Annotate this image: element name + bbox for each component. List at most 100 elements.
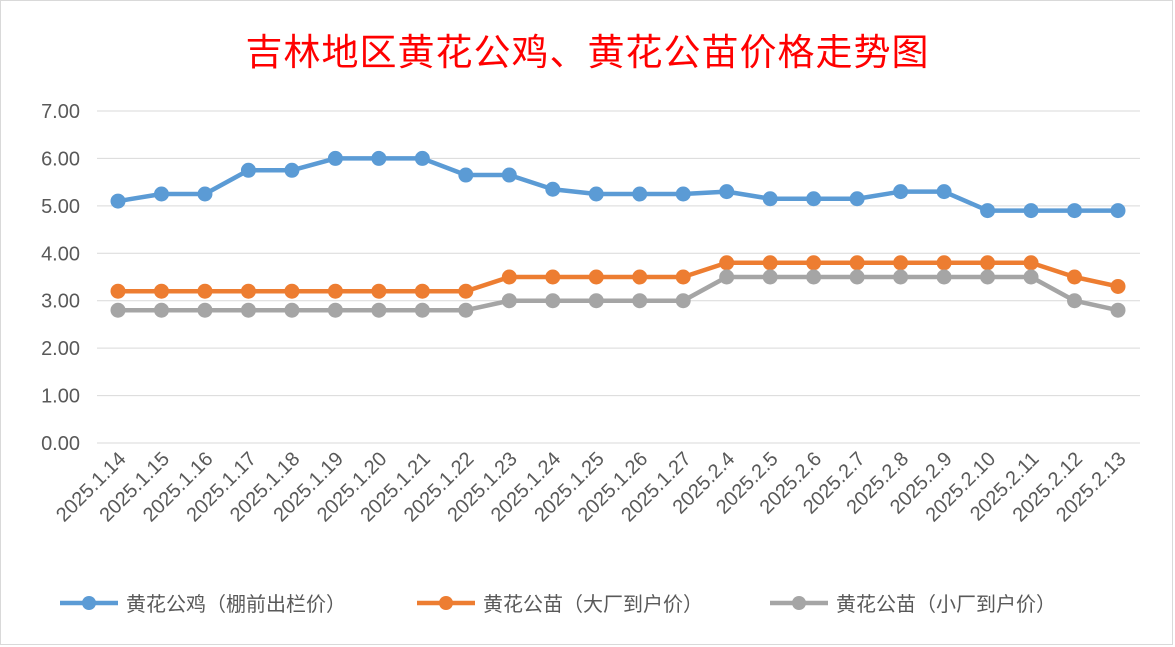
series-2 — [110, 255, 1126, 299]
legend-label: 黄花公鸡（棚前出栏价） — [126, 592, 346, 616]
data-point — [414, 302, 430, 318]
data-point — [153, 283, 169, 299]
data-point — [371, 302, 387, 318]
data-point — [327, 302, 343, 318]
data-point — [327, 150, 343, 166]
data-point — [284, 162, 300, 178]
data-point — [719, 255, 735, 271]
data-point — [936, 184, 952, 200]
data-point — [849, 191, 865, 207]
data-point — [545, 181, 561, 197]
data-point — [501, 269, 517, 285]
data-point — [1023, 255, 1039, 271]
legend-marker — [82, 596, 96, 610]
data-point — [893, 255, 909, 271]
data-point — [501, 167, 517, 183]
data-point — [197, 283, 213, 299]
data-point — [588, 293, 604, 309]
data-point — [719, 269, 735, 285]
data-point — [762, 191, 778, 207]
data-point — [762, 255, 778, 271]
data-point — [110, 302, 126, 318]
data-point — [240, 283, 256, 299]
x-axis-ticks: 2025.1.142025.1.152025.1.162025.1.172025… — [52, 448, 1130, 526]
data-point — [284, 302, 300, 318]
data-point — [371, 150, 387, 166]
series-3 — [110, 269, 1126, 318]
legend-marker — [792, 596, 806, 610]
data-point — [980, 269, 996, 285]
data-point — [1067, 293, 1083, 309]
legend-marker — [439, 596, 453, 610]
data-point — [458, 167, 474, 183]
data-point — [1067, 269, 1083, 285]
y-tick-label: 4.00 — [41, 243, 80, 265]
data-point — [1110, 302, 1126, 318]
legend: 黄花公鸡（棚前出栏价） 黄花公苗（大厂到户价） 黄花公苗（小厂到户价） — [60, 592, 1056, 616]
data-point — [849, 269, 865, 285]
data-point — [806, 255, 822, 271]
data-point — [980, 255, 996, 271]
data-point — [936, 269, 952, 285]
series-1 — [110, 150, 1126, 219]
series-lines — [110, 150, 1126, 318]
data-point — [327, 283, 343, 299]
data-point — [588, 269, 604, 285]
data-point — [197, 302, 213, 318]
data-point — [675, 186, 691, 202]
data-point — [980, 203, 996, 219]
data-point — [719, 184, 735, 200]
data-point — [1023, 269, 1039, 285]
series-line — [115, 156, 1121, 213]
legend-item-1: 黄花公鸡（棚前出栏价） — [60, 592, 346, 616]
data-point — [458, 283, 474, 299]
data-point — [501, 293, 517, 309]
y-tick-label: 0.00 — [41, 433, 80, 455]
data-point — [632, 186, 648, 202]
y-tick-label: 1.00 — [41, 386, 80, 408]
legend-item-2: 黄花公苗（大厂到户价） — [417, 592, 703, 616]
y-axis-ticks: 0.00 1.00 2.00 3.00 4.00 5.00 6.00 7.00 — [41, 101, 80, 455]
legend-label: 黄花公苗（小厂到户价） — [836, 592, 1056, 616]
data-point — [110, 283, 126, 299]
data-point — [632, 269, 648, 285]
data-point — [240, 162, 256, 178]
data-point — [632, 293, 648, 309]
gridlines — [97, 110, 1140, 444]
data-point — [414, 150, 430, 166]
data-point — [458, 302, 474, 318]
data-point — [806, 191, 822, 207]
data-point — [153, 186, 169, 202]
y-tick-label: 5.00 — [41, 196, 80, 218]
y-tick-label: 2.00 — [41, 338, 80, 360]
data-point — [675, 269, 691, 285]
data-point — [284, 283, 300, 299]
y-tick-label: 3.00 — [41, 291, 80, 313]
data-point — [545, 293, 561, 309]
data-point — [153, 302, 169, 318]
series-line — [115, 274, 1121, 313]
data-point — [893, 269, 909, 285]
data-point — [588, 186, 604, 202]
data-point — [936, 255, 952, 271]
data-point — [110, 193, 126, 209]
data-point — [806, 269, 822, 285]
legend-item-3: 黄花公苗（小厂到户价） — [770, 592, 1056, 616]
data-point — [1067, 203, 1083, 219]
data-point — [762, 269, 778, 285]
chart-title: 吉林地区黄花公鸡、黄花公苗价格走势图 — [245, 31, 930, 74]
data-point — [1110, 278, 1126, 294]
data-point — [414, 283, 430, 299]
data-point — [893, 184, 909, 200]
data-point — [371, 283, 387, 299]
y-tick-label: 7.00 — [41, 101, 80, 123]
data-point — [197, 186, 213, 202]
data-point — [545, 269, 561, 285]
y-tick-label: 6.00 — [41, 148, 80, 170]
data-point — [1110, 203, 1126, 219]
data-point — [1023, 203, 1039, 219]
legend-label: 黄花公苗（大厂到户价） — [483, 592, 703, 616]
data-point — [240, 302, 256, 318]
